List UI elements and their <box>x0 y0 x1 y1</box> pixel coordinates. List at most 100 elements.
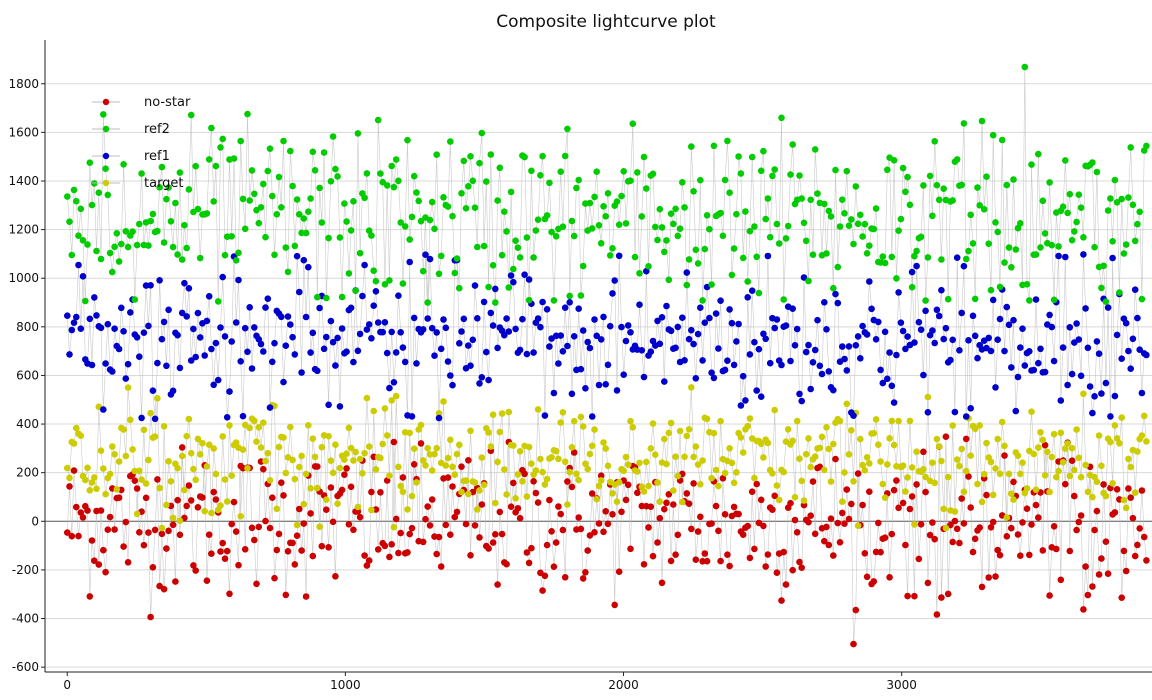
data-point-no-star <box>906 505 914 513</box>
data-point-no-star <box>178 444 186 451</box>
data-point-ref2 <box>363 170 371 177</box>
data-point-ref2 <box>969 240 977 247</box>
data-point-ref2 <box>834 263 842 271</box>
data-point-ref1 <box>386 384 393 392</box>
data-point-ref2 <box>850 240 857 248</box>
data-point-target <box>532 467 540 474</box>
data-point-ref1 <box>609 290 616 297</box>
data-point-target <box>821 466 828 474</box>
data-point-no-star <box>942 433 950 441</box>
data-point-ref1 <box>314 367 321 375</box>
data-point-target <box>221 476 229 483</box>
data-point-ref1 <box>994 336 1001 344</box>
data-point-ref2 <box>604 190 612 197</box>
data-point-ref2 <box>789 141 796 148</box>
data-point-target <box>967 452 974 460</box>
data-point-ref1 <box>336 403 344 410</box>
data-point-ref2 <box>104 191 112 199</box>
data-point-ref1 <box>1111 392 1119 400</box>
data-point-ref2 <box>1077 204 1085 211</box>
data-point-no-star <box>289 539 296 547</box>
data-point-no-star <box>1111 509 1119 516</box>
data-point-target <box>1050 430 1058 438</box>
data-point-ref2 <box>595 222 603 229</box>
data-point-ref2 <box>95 189 103 196</box>
data-point-no-star <box>1098 555 1105 562</box>
data-point-ref1 <box>1129 335 1137 343</box>
data-point-no-star <box>588 490 596 497</box>
data-point-ref1 <box>214 376 222 384</box>
data-point-target <box>111 451 118 458</box>
data-point-ref1 <box>194 309 202 317</box>
data-point-no-star <box>514 505 522 512</box>
data-point-ref2 <box>688 143 695 150</box>
data-point-no-star <box>338 486 346 494</box>
data-point-ref2 <box>602 213 609 220</box>
data-point-target <box>383 432 391 439</box>
data-point-no-star <box>672 551 679 558</box>
data-point-target <box>634 468 641 475</box>
data-point-ref2 <box>739 254 747 262</box>
data-point-target <box>913 448 920 456</box>
data-point-no-star <box>615 568 623 575</box>
data-point-ref1 <box>244 348 251 356</box>
data-point-ref2 <box>232 257 240 264</box>
data-point-no-star <box>428 496 436 503</box>
data-point-ref1 <box>857 355 864 362</box>
data-point-target <box>424 444 432 452</box>
data-point-no-star <box>1102 538 1110 545</box>
data-point-no-star <box>1001 452 1008 459</box>
data-point-no-star <box>447 531 454 538</box>
data-point-target <box>1075 454 1083 462</box>
data-point-ref1 <box>109 368 116 375</box>
data-point-ref1 <box>823 326 830 333</box>
data-point-target <box>1035 444 1042 451</box>
data-point-no-star <box>1084 591 1092 599</box>
data-point-ref1 <box>187 357 195 364</box>
data-point-ref1 <box>456 340 463 347</box>
data-point-ref2 <box>1012 246 1020 253</box>
data-point-no-star <box>744 522 751 530</box>
data-point-target <box>908 464 916 471</box>
data-point-ref2 <box>305 208 312 215</box>
data-point-target <box>643 458 650 466</box>
data-point-target <box>825 445 833 453</box>
data-point-no-star <box>381 542 389 550</box>
data-point-ref1 <box>543 306 551 313</box>
chart-title: Composite lightcurve plot <box>496 12 716 32</box>
data-point-ref1 <box>343 348 350 356</box>
data-point-ref1 <box>519 315 526 323</box>
data-point-ref1 <box>638 347 646 354</box>
data-point-ref1 <box>1127 365 1134 373</box>
data-point-ref2 <box>347 227 355 234</box>
data-point-target <box>93 485 100 493</box>
data-point-ref2 <box>559 223 567 230</box>
data-point-ref1 <box>597 336 605 343</box>
data-point-target <box>512 495 519 502</box>
data-point-ref1 <box>888 382 896 390</box>
data-point-target <box>510 442 517 449</box>
data-point-ref2 <box>933 181 941 189</box>
data-point-ref2 <box>805 277 812 285</box>
data-point-ref1 <box>962 413 970 420</box>
data-point-target <box>953 456 961 463</box>
data-point-target <box>86 487 94 494</box>
data-point-no-star <box>962 435 970 443</box>
data-point-no-star <box>489 539 497 546</box>
data-point-target <box>388 397 396 404</box>
data-point-no-star <box>890 486 898 494</box>
data-point-target <box>866 460 873 467</box>
data-point-ref1 <box>75 261 82 269</box>
data-point-target <box>1053 473 1060 481</box>
data-point-ref1 <box>413 360 420 367</box>
data-point-ref1 <box>951 408 959 416</box>
data-point-ref1 <box>1131 286 1139 294</box>
data-point-no-star <box>811 530 819 538</box>
data-point-ref1 <box>992 384 999 391</box>
data-point-ref1 <box>293 252 301 260</box>
data-point-ref1 <box>1102 379 1110 387</box>
data-point-ref2 <box>487 151 495 158</box>
data-point-ref2 <box>719 232 727 240</box>
data-point-target <box>133 510 141 518</box>
data-point-no-star <box>453 508 461 516</box>
